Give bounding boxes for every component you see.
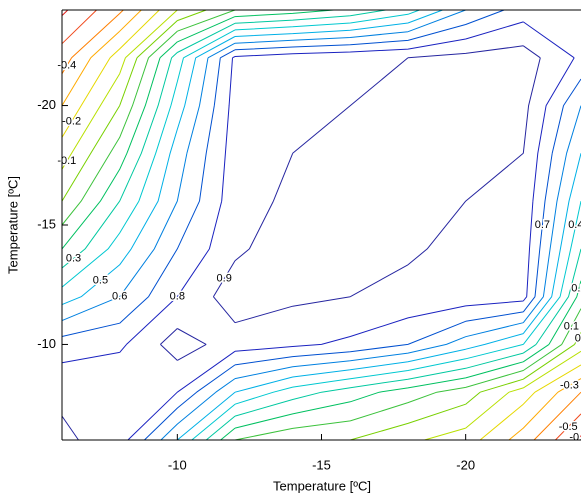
contour-label: -0.2 [62,115,81,127]
contour-label: 0.5 [93,275,108,287]
contour-label: 0.7 [535,219,550,231]
contour-line [61,21,575,441]
contour-line [61,9,581,441]
y-tick-label: -15 [37,216,56,231]
y-tick-label: -10 [37,336,56,351]
contour-line [61,9,581,441]
contour-line [61,9,581,441]
contour-label: 0.8 [170,291,185,303]
contour-label: 0.3 [66,252,81,264]
contour-line [61,9,581,441]
x-tick-label: -10 [168,457,187,472]
contour-line [61,9,581,441]
contour-label: 0.6 [112,291,127,303]
contour-line [61,45,541,441]
contour-label: 0.9 [217,273,232,285]
contour-line [61,9,581,441]
contour-line [61,9,581,441]
y-tick-label: -20 [37,97,56,112]
contour-line [61,9,581,441]
contour-line [61,9,581,441]
contour-label: -0.6 [569,432,581,444]
x-axis-label: Temperature [ºC] [273,478,371,493]
x-tick-label: -15 [312,457,331,472]
y-axis-label: Temperature [ºC] [5,176,20,274]
contour-lines [61,9,581,441]
contour-label: 0.2 [571,283,581,295]
contour-label: -0.1 [57,155,76,167]
x-tick-label: -20 [456,457,475,472]
contour-line [61,9,581,441]
contour-line [61,9,581,441]
contour-label: -0.3 [560,379,579,391]
contour-label: 0 [575,332,581,344]
contour-label: -0.4 [57,60,76,72]
contour-line [61,9,581,441]
contour-label: 0.4 [568,219,581,231]
contour-label: -0.5 [559,421,578,433]
contour-line [61,9,581,441]
contour-line [61,9,581,441]
contour-label: 0.1 [564,320,579,332]
